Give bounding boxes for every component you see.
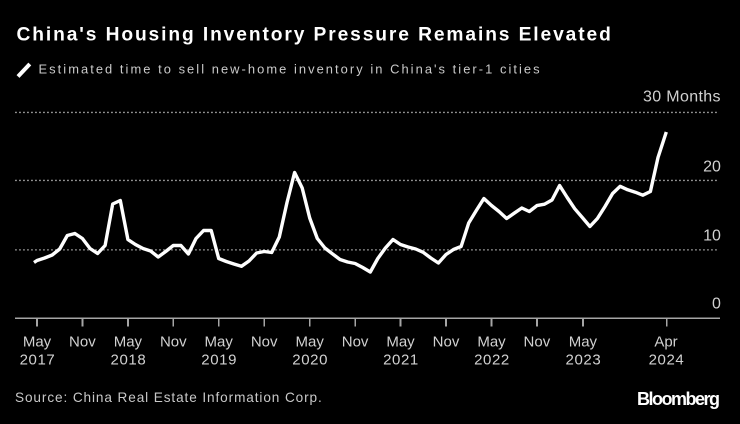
svg-text:Nov: Nov — [251, 334, 278, 351]
svg-text:May: May — [296, 334, 325, 351]
svg-text:May: May — [569, 334, 598, 351]
svg-text:2019: 2019 — [201, 352, 237, 369]
svg-text:China's Housing Inventory Pres: China's Housing Inventory Pressure Remai… — [17, 25, 613, 46]
svg-text:May: May — [386, 334, 415, 351]
svg-text:May: May — [114, 334, 143, 351]
svg-text:Estimated time to sell new-hom: Estimated time to sell new-home inventor… — [39, 61, 542, 76]
svg-text:2020: 2020 — [292, 352, 328, 369]
svg-text:Nov: Nov — [433, 334, 460, 351]
svg-text:0: 0 — [712, 295, 721, 312]
svg-text:2021: 2021 — [383, 352, 419, 369]
svg-text:Nov: Nov — [160, 334, 187, 351]
svg-text:2018: 2018 — [111, 352, 147, 369]
svg-text:Source: China Real Estate Info: Source: China Real Estate Information Co… — [15, 390, 323, 405]
svg-text:2023: 2023 — [566, 352, 602, 369]
svg-text:30 Months: 30 Months — [643, 89, 721, 106]
svg-text:Nov: Nov — [342, 334, 369, 351]
svg-text:20: 20 — [703, 159, 721, 176]
svg-text:May: May — [205, 334, 234, 351]
svg-text:10: 10 — [703, 228, 721, 245]
svg-text:Apr: Apr — [654, 334, 677, 351]
svg-text:May: May — [477, 334, 506, 351]
svg-text:May: May — [23, 334, 52, 351]
svg-text:2017: 2017 — [20, 352, 56, 369]
svg-text:2024: 2024 — [649, 352, 685, 369]
svg-text:2022: 2022 — [474, 352, 510, 369]
svg-text:Nov: Nov — [69, 334, 96, 351]
svg-text:Nov: Nov — [524, 334, 551, 351]
svg-text:Bloomberg: Bloomberg — [637, 389, 719, 409]
